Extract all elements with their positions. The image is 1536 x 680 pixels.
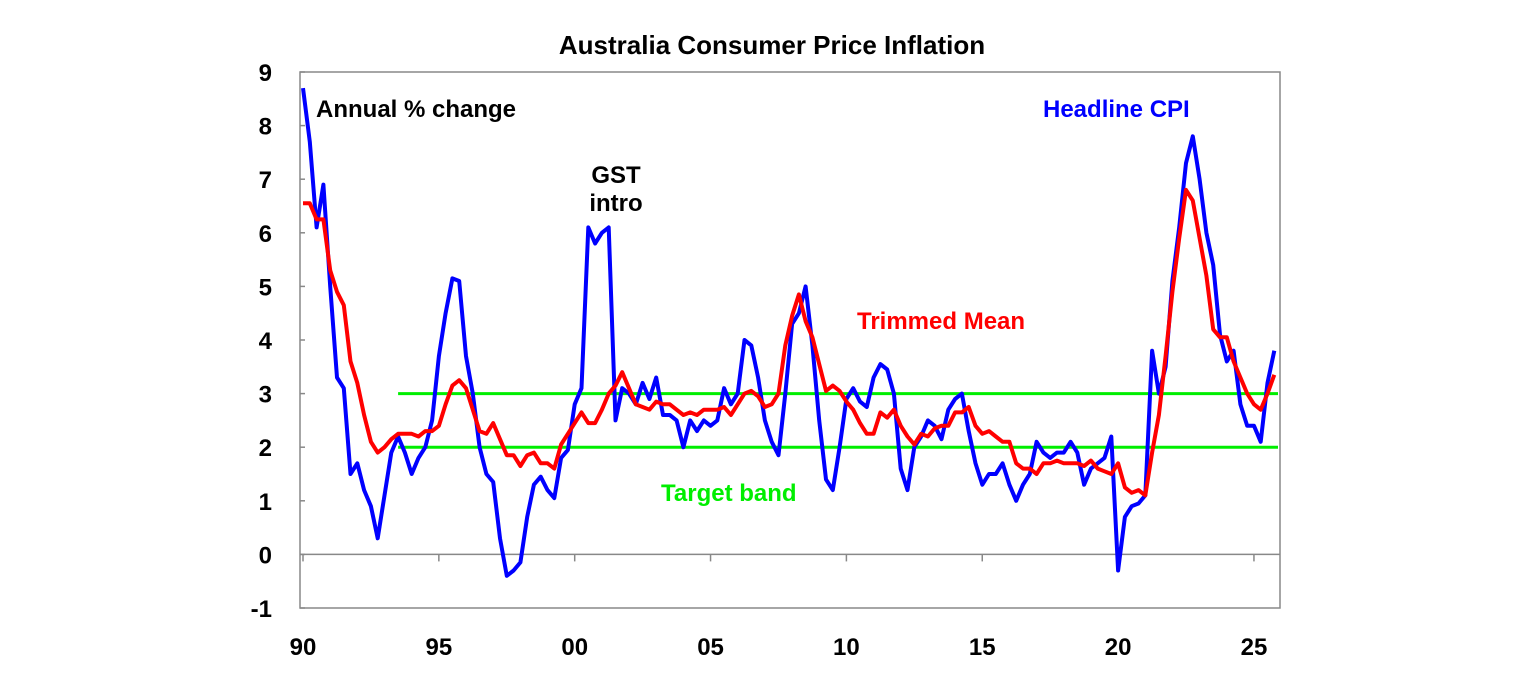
y-tick-label: 1 — [259, 489, 272, 516]
x-tick-label: 00 — [561, 634, 588, 661]
legend-target-band: Target band — [661, 480, 797, 507]
y-tick-label: 7 — [259, 167, 272, 194]
y-tick-label: 6 — [259, 221, 272, 248]
legend-headline-cpi: Headline CPI — [1043, 96, 1190, 123]
y-tick-label: -1 — [251, 596, 272, 623]
legend-trimmed-mean: Trimmed Mean — [857, 308, 1025, 335]
annotation-gst-line1: GST — [591, 162, 641, 189]
y-tick-label: 9 — [259, 60, 272, 87]
y-tick-label: 8 — [259, 114, 272, 141]
y-tick-label: 4 — [259, 328, 273, 355]
trimmed-mean-line — [303, 187, 1277, 498]
x-tick-label: 95 — [425, 634, 452, 661]
x-tick-label: 20 — [1105, 634, 1132, 661]
chart-title: Australia Consumer Price Inflation — [559, 30, 985, 60]
subtitle-annual-change: Annual % change — [316, 96, 516, 123]
annotation-gst-line2: intro — [589, 190, 642, 217]
y-tick-label: 2 — [259, 435, 272, 462]
x-tick-label: 15 — [969, 634, 996, 661]
x-tick-label: 05 — [697, 634, 724, 661]
y-tick-label: 5 — [259, 274, 272, 301]
y-tick-label: 3 — [259, 382, 272, 409]
headline-cpi-line — [301, 87, 1277, 578]
x-tick-label: 10 — [833, 634, 860, 661]
x-tick-label: 90 — [290, 634, 317, 661]
x-tick-label: 25 — [1241, 634, 1268, 661]
y-tick-label: 0 — [259, 542, 272, 569]
